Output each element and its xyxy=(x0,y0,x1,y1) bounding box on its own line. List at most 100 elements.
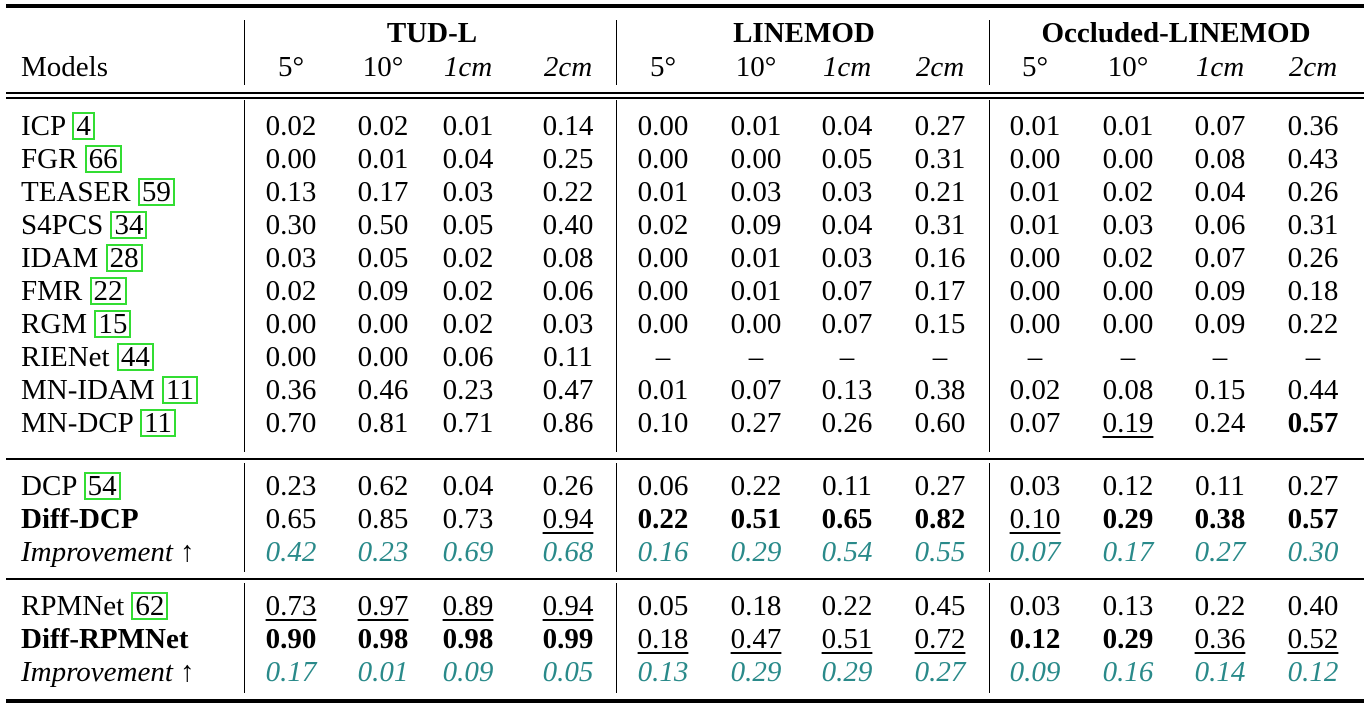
table-cell: 0.52 xyxy=(1268,623,1358,656)
cell-value: 0.01 xyxy=(1009,110,1061,142)
table-cell: 0.00 xyxy=(618,110,708,143)
table-cell: 0.02 xyxy=(618,209,708,242)
cell-value: 0.10 xyxy=(1009,503,1061,535)
cell-value: 0.06 xyxy=(442,341,494,373)
cell-value: 0.00 xyxy=(637,308,689,340)
cell-value: 0.44 xyxy=(1287,374,1339,406)
cell-value: 0.02 xyxy=(637,209,689,241)
table-cell: 0.40 xyxy=(523,209,613,242)
cell-value: 0.38 xyxy=(1194,503,1246,535)
table-cell: 0.01 xyxy=(711,110,801,143)
row-label: Improvement ↑ xyxy=(21,656,195,689)
citation-link[interactable]: 28 xyxy=(105,244,143,273)
cell-value: 0.40 xyxy=(1287,590,1339,622)
cell-value: 0.13 xyxy=(637,656,689,688)
row-label: TEASER 59 xyxy=(21,176,175,209)
cell-value: 0.05 xyxy=(357,242,409,274)
cell-value: 0.15 xyxy=(914,308,966,340)
cell-value: 0.36 xyxy=(1194,623,1246,655)
cell-value: 0.23 xyxy=(265,470,317,502)
table-cell: 0.57 xyxy=(1268,503,1358,536)
models-column-header: Models xyxy=(21,51,108,83)
column-separator xyxy=(616,583,618,693)
cell-value: – xyxy=(1027,341,1043,373)
table-cell: 0.85 xyxy=(338,503,428,536)
citation-link[interactable]: 11 xyxy=(161,376,198,405)
cell-value: 0.65 xyxy=(821,503,873,535)
model-name: MN-IDAM xyxy=(21,374,162,406)
cell-value: 0.99 xyxy=(542,623,594,655)
metric-header: 1cm xyxy=(1175,51,1265,84)
table-cell: 0.38 xyxy=(895,374,985,407)
table-cell: 0.09 xyxy=(1175,308,1265,341)
model-name: Improvement ↑ xyxy=(21,656,195,688)
table-cell: 0.07 xyxy=(990,407,1080,440)
table-cell: 0.17 xyxy=(246,656,336,689)
citation-link[interactable]: 62 xyxy=(131,592,169,621)
cell-value: 0.81 xyxy=(357,407,409,439)
table-cell: 0.04 xyxy=(423,470,513,503)
citation-link[interactable]: 59 xyxy=(137,178,175,207)
table-cell: 0.24 xyxy=(1175,407,1265,440)
table-cell: 0.29 xyxy=(711,656,801,689)
header-rule-2 xyxy=(6,97,1364,99)
table-cell: 0.05 xyxy=(423,209,513,242)
cell-value: 0.03 xyxy=(821,242,873,274)
table-cell: 0.03 xyxy=(990,470,1080,503)
table-cell: 0.26 xyxy=(1268,176,1358,209)
cell-value: 0.04 xyxy=(1194,176,1246,208)
citation-link[interactable]: 54 xyxy=(83,472,121,501)
citation-link[interactable]: 15 xyxy=(94,310,132,339)
cell-value: 0.01 xyxy=(637,176,689,208)
table-cell: 0.04 xyxy=(423,143,513,176)
table-cell: 0.15 xyxy=(1175,374,1265,407)
table-cell: 0.02 xyxy=(246,275,336,308)
cell-value: 0.13 xyxy=(1102,590,1154,622)
table-cell: 0.03 xyxy=(523,308,613,341)
cell-value: 0.00 xyxy=(265,341,317,373)
metric-header: 5° xyxy=(990,51,1080,84)
cell-value: 0.55 xyxy=(914,536,966,568)
metric-header: 10° xyxy=(711,51,801,84)
group-header-linemod: LINEMOD xyxy=(733,17,875,49)
metric-header: 2cm xyxy=(895,51,985,84)
table-cell: 0.26 xyxy=(802,407,892,440)
citation-link[interactable]: 44 xyxy=(116,343,154,372)
citation-link[interactable]: 22 xyxy=(89,277,127,306)
bottom-rule xyxy=(6,699,1364,703)
citation-link[interactable]: 4 xyxy=(72,112,95,141)
cell-value: 0.09 xyxy=(1194,308,1246,340)
cell-value: 0.38 xyxy=(914,374,966,406)
table-cell: 0.89 xyxy=(423,590,513,623)
cell-value: 0.08 xyxy=(1102,374,1154,406)
table-cell: 0.02 xyxy=(423,275,513,308)
model-name: RPMNet xyxy=(21,590,132,622)
row-label: MN-IDAM 11 xyxy=(21,374,198,407)
cell-value: 0.17 xyxy=(1102,536,1154,568)
table-cell: 0.03 xyxy=(423,176,513,209)
table-cell: 0.31 xyxy=(895,209,985,242)
cell-value: 0.18 xyxy=(637,623,689,655)
model-name: TEASER xyxy=(21,176,138,208)
cell-value: 0.51 xyxy=(730,503,782,535)
citation-link[interactable]: 66 xyxy=(84,145,122,174)
table-cell: – xyxy=(1083,341,1173,374)
cell-value: 0.13 xyxy=(821,374,873,406)
citation-link[interactable]: 34 xyxy=(110,211,148,240)
citation-link[interactable]: 11 xyxy=(139,409,176,438)
table-cell: 0.13 xyxy=(802,374,892,407)
cell-value: 0.42 xyxy=(265,536,317,568)
metric-label: 5° xyxy=(1021,51,1049,83)
table-cell: 0.31 xyxy=(895,143,985,176)
cell-value: 0.27 xyxy=(914,656,966,688)
table-cell: 0.73 xyxy=(423,503,513,536)
table-cell: 0.43 xyxy=(1268,143,1358,176)
table-cell: 0.16 xyxy=(895,242,985,275)
table-cell: 0.22 xyxy=(1268,308,1358,341)
cell-value: 0.11 xyxy=(543,341,593,373)
cell-value: 0.06 xyxy=(1194,209,1246,241)
cell-value: 0.00 xyxy=(637,275,689,307)
cell-value: 0.01 xyxy=(442,110,494,142)
table-cell: 0.12 xyxy=(990,623,1080,656)
table-cell: 0.17 xyxy=(895,275,985,308)
